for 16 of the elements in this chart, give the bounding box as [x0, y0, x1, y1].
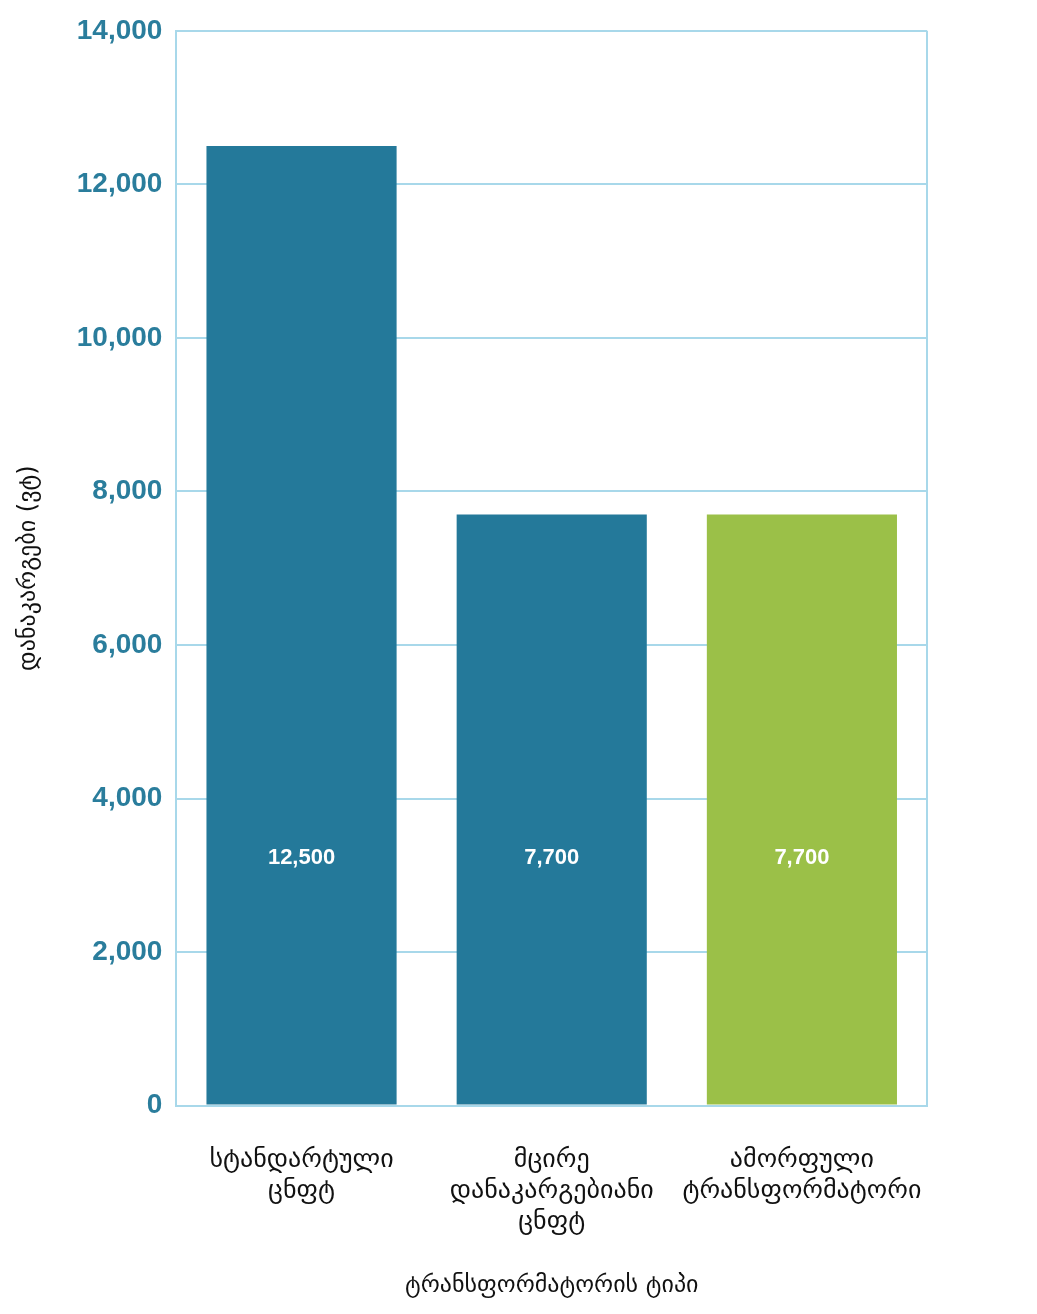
data-label: 12,500 [267, 843, 336, 869]
y-tick-label: 14,000 [76, 13, 163, 45]
y-tick-label: 2,000 [92, 934, 163, 966]
y-tick-label: 0 [146, 1088, 163, 1120]
x-tick-label: მცირე დანაკარგებიანი ცნფტ [449, 1142, 654, 1236]
data-label: 7,700 [774, 843, 830, 869]
y-tick-label: 8,000 [92, 474, 163, 506]
x-tick-label: ამორფული ტრანსფორმატორი [682, 1142, 922, 1205]
y-axis-title: დანაკარგები (ვტ) [12, 465, 41, 671]
y-tick-label: 4,000 [92, 781, 163, 813]
y-tick-label: 12,000 [76, 167, 163, 199]
x-axis-title: ტრანსფორმატორის ტიპი [404, 1269, 699, 1298]
y-tick-label: 10,000 [76, 320, 163, 352]
x-tick-label: სტანდარტული ცნფტ [209, 1142, 394, 1205]
y-tick-label: 6,000 [92, 627, 163, 659]
data-label: 7,700 [524, 843, 580, 869]
